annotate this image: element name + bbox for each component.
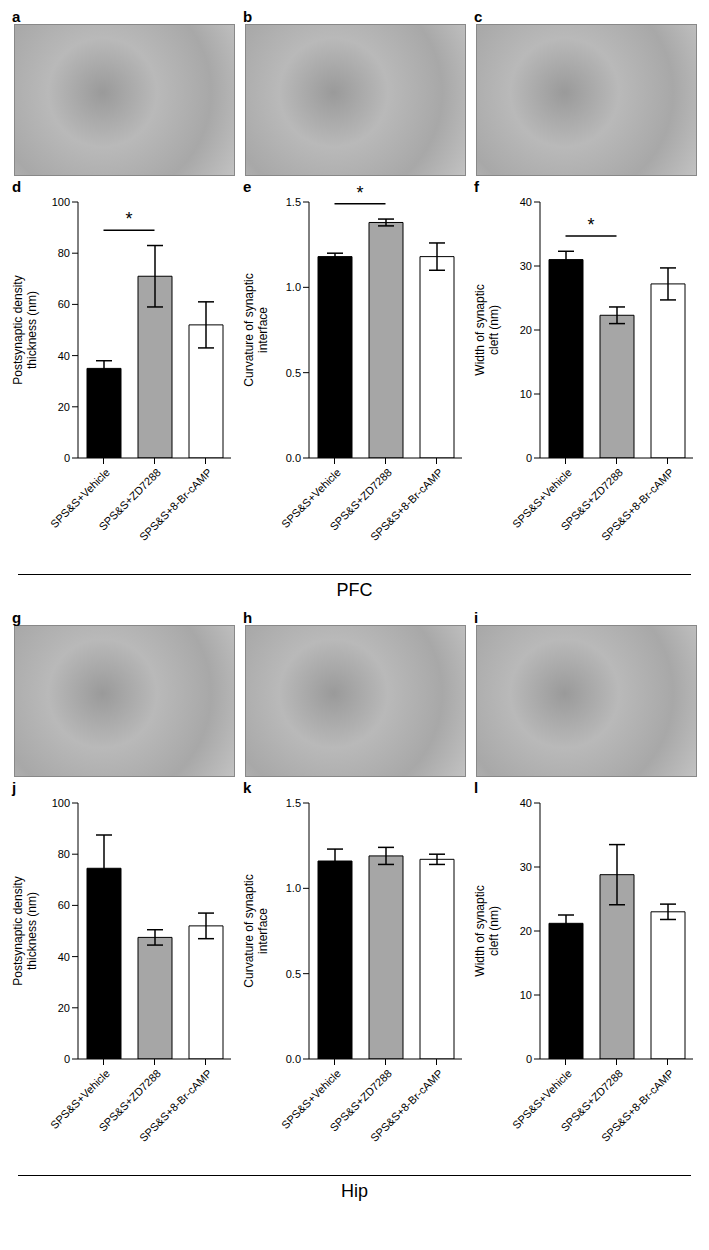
svg-text:1.5: 1.5 (286, 196, 301, 208)
svg-text:80: 80 (58, 848, 70, 860)
svg-text:20: 20 (58, 401, 70, 413)
svg-text:Curvature of synaptic: Curvature of synaptic (242, 273, 256, 386)
html-text:e: e (243, 178, 252, 195)
svg-text:SPS&S+ZD7288: SPS&S+ZD7288 (327, 1067, 394, 1134)
svg-text:*: * (587, 215, 594, 235)
html-text:g: g (12, 609, 22, 626)
svg-text:SPS&S+ZD7288: SPS&S+ZD7288 (327, 466, 394, 533)
svg-text:10: 10 (520, 989, 532, 1001)
html-text:Hip: Hip (341, 1181, 368, 1201)
svg-text:40: 40 (520, 797, 532, 809)
svg-text:SPS&S+ZD7288: SPS&S+ZD7288 (96, 1067, 163, 1134)
svg-text:30: 30 (520, 260, 532, 272)
html-text:h: h (243, 609, 253, 626)
svg-text:60: 60 (58, 298, 70, 310)
svg-text:80: 80 (58, 247, 70, 259)
svg-text:1.0: 1.0 (286, 882, 301, 894)
html-text:j: j (12, 779, 17, 796)
svg-text:0.5: 0.5 (286, 367, 301, 379)
html-text:d: d (12, 178, 22, 195)
svg-text:thickness (nm): thickness (nm) (25, 291, 39, 369)
svg-text:0.5: 0.5 (286, 968, 301, 980)
svg-text:60: 60 (58, 899, 70, 911)
html-text:i: i (474, 609, 479, 626)
svg-text:0: 0 (64, 1053, 70, 1065)
svg-text:cleft (nm): cleft (nm) (487, 906, 501, 956)
svg-text:SPS&S+8-Br-cAMP: SPS&S+8-Br-cAMP (137, 466, 214, 543)
svg-text:SPS&S+8-Br-cAMP: SPS&S+8-Br-cAMP (368, 466, 445, 543)
html-text:l: l (474, 779, 479, 796)
svg-text:*: * (125, 209, 132, 229)
svg-text:SPS&S+8-Br-cAMP: SPS&S+8-Br-cAMP (599, 466, 676, 543)
svg-text:interface: interface (256, 307, 270, 353)
svg-text:thickness (nm): thickness (nm) (25, 892, 39, 970)
svg-text:10: 10 (520, 388, 532, 400)
html-text:PFC: PFC (336, 580, 373, 600)
svg-text:0: 0 (526, 1053, 532, 1065)
svg-text:SPS&S+Vehicle: SPS&S+Vehicle (509, 1067, 574, 1132)
svg-text:SPS&S+8-Br-cAMP: SPS&S+8-Br-cAMP (599, 1067, 676, 1144)
html-text:c: c (474, 8, 483, 25)
svg-text:0: 0 (64, 452, 70, 464)
svg-text:0: 0 (526, 452, 532, 464)
html-text:k: k (243, 779, 252, 796)
svg-text:1.0: 1.0 (286, 281, 301, 293)
html-text:a: a (12, 8, 21, 25)
svg-text:40: 40 (58, 951, 70, 963)
svg-text:0.0: 0.0 (286, 452, 301, 464)
svg-text:0.0: 0.0 (286, 1053, 301, 1065)
html-text:b: b (243, 8, 253, 25)
html-text:f: f (474, 178, 479, 195)
svg-text:SPS&S+ZD7288: SPS&S+ZD7288 (558, 1067, 625, 1134)
svg-text:1.5: 1.5 (286, 797, 301, 809)
svg-text:cleft (nm): cleft (nm) (487, 305, 501, 355)
svg-text:20: 20 (520, 324, 532, 336)
svg-text:Postsynaptic density: Postsynaptic density (11, 275, 25, 384)
svg-text:SPS&S+8-Br-cAMP: SPS&S+8-Br-cAMP (368, 1067, 445, 1144)
svg-text:SPS&S+ZD7288: SPS&S+ZD7288 (96, 466, 163, 533)
svg-text:SPS&S+Vehicle: SPS&S+Vehicle (47, 1067, 112, 1132)
svg-text:Width of synaptic: Width of synaptic (473, 885, 487, 976)
svg-text:*: * (356, 183, 363, 203)
svg-text:40: 40 (58, 350, 70, 362)
svg-text:SPS&S+Vehicle: SPS&S+Vehicle (47, 466, 112, 531)
svg-text:30: 30 (520, 861, 532, 873)
svg-text:interface: interface (256, 908, 270, 954)
svg-text:100: 100 (52, 797, 70, 809)
svg-text:Postsynaptic density: Postsynaptic density (11, 876, 25, 985)
svg-text:SPS&S+8-Br-cAMP: SPS&S+8-Br-cAMP (137, 1067, 214, 1144)
svg-text:40: 40 (520, 196, 532, 208)
svg-text:SPS&S+Vehicle: SPS&S+Vehicle (509, 466, 574, 531)
svg-text:Width of synaptic: Width of synaptic (473, 284, 487, 375)
svg-text:SPS&S+Vehicle: SPS&S+Vehicle (278, 1067, 343, 1132)
svg-text:20: 20 (520, 925, 532, 937)
svg-text:SPS&S+Vehicle: SPS&S+Vehicle (278, 466, 343, 531)
svg-text:SPS&S+ZD7288: SPS&S+ZD7288 (558, 466, 625, 533)
svg-text:20: 20 (58, 1002, 70, 1014)
svg-text:Curvature of synaptic: Curvature of synaptic (242, 874, 256, 987)
svg-text:100: 100 (52, 196, 70, 208)
